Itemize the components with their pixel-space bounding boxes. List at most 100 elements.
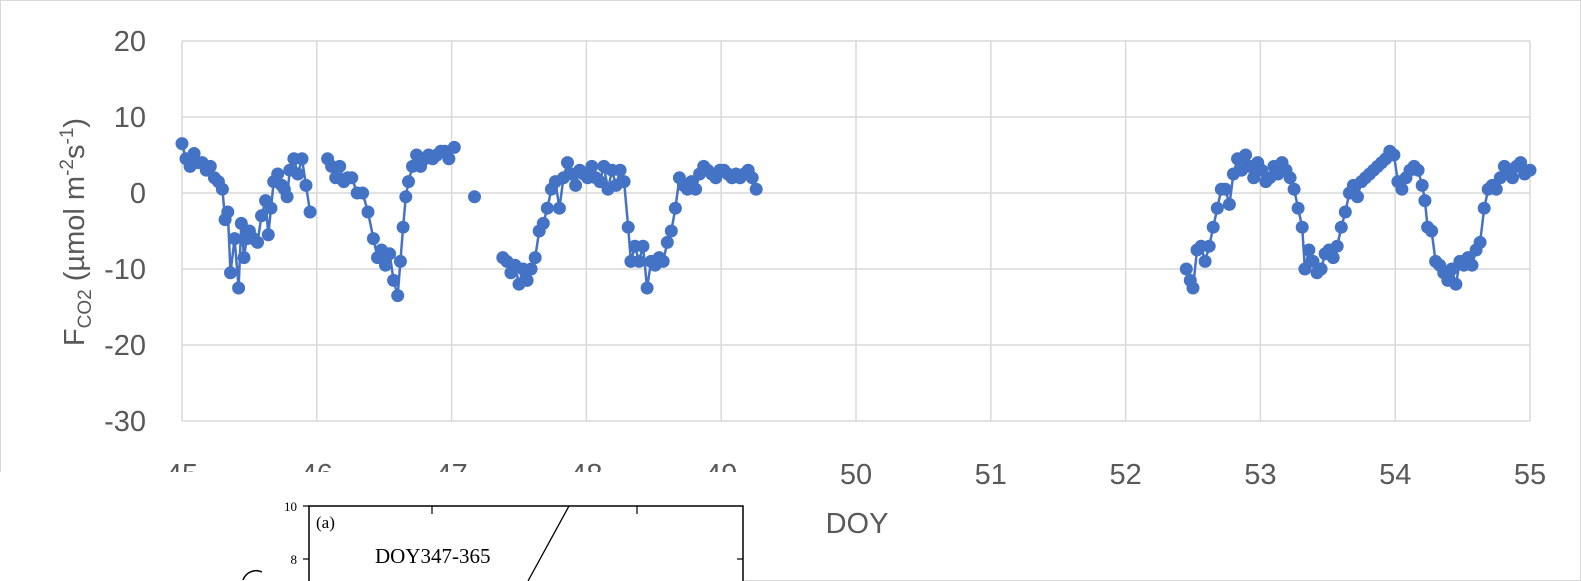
data-point: [664, 224, 678, 238]
data-point: [396, 220, 410, 234]
data-point: [280, 190, 294, 204]
data-point: [1291, 201, 1305, 215]
data-point: [617, 175, 631, 189]
data-point: [1210, 201, 1224, 215]
data-point: [442, 152, 456, 166]
y-tick-label: -10: [104, 254, 146, 286]
data-point: [232, 281, 246, 295]
data-point: [1506, 171, 1519, 185]
data-point: [561, 156, 574, 170]
data-point: [1514, 156, 1528, 170]
y-label-sup2: -1: [57, 128, 78, 145]
y-label-sup1: -2: [57, 159, 78, 176]
data-point: [251, 235, 264, 249]
data-point: [1473, 235, 1487, 249]
data-point: [1387, 148, 1401, 162]
y-tick-label: -20: [104, 330, 146, 362]
data-point: [689, 182, 703, 196]
data-point: [632, 254, 646, 268]
data-point: [299, 178, 313, 192]
data-point: [1523, 163, 1537, 177]
data-point: [303, 205, 317, 219]
data-point: [361, 205, 375, 219]
inset-legend-text: DOY347-365: [375, 544, 491, 568]
data-point: [1395, 182, 1409, 196]
data-point: [383, 247, 397, 261]
data-point: [1415, 178, 1429, 192]
inset-background: [0, 472, 745, 581]
x-tick-label: 51: [975, 459, 1007, 491]
data-point: [524, 262, 538, 276]
data-point: [333, 159, 347, 173]
data-point: [613, 163, 627, 177]
data-point: [1334, 220, 1348, 234]
data-point: [221, 205, 235, 219]
data-point: [660, 235, 674, 249]
data-point: [468, 190, 481, 204]
data-point: [636, 239, 650, 253]
x-tick-label: 54: [1379, 459, 1411, 491]
data-point: [1411, 163, 1425, 177]
data-point: [255, 209, 268, 223]
data-point: [1449, 277, 1463, 291]
x-tick-label: 52: [1109, 459, 1141, 491]
data-point: [402, 175, 415, 189]
data-point: [1351, 190, 1364, 204]
data-point: [1298, 262, 1312, 276]
x-tick-label: 50: [840, 459, 872, 491]
data-point: [536, 216, 550, 230]
inset-ytick-10: 10: [284, 499, 297, 514]
data-point: [264, 201, 278, 215]
data-point: [569, 178, 583, 192]
y-tick-labels: 20 10 0 -10 -20 -30: [104, 26, 146, 438]
data-point: [540, 201, 554, 215]
data-point: [379, 258, 392, 272]
data-point: [528, 251, 542, 265]
data-point: [1202, 239, 1216, 253]
x-tick-label: 55: [1514, 459, 1546, 491]
data-point: [1493, 171, 1507, 185]
data-point: [1283, 171, 1297, 185]
data-point: [1445, 262, 1459, 276]
data-point: [1239, 148, 1253, 162]
x-axis-label: DOY: [826, 508, 889, 540]
inset-ytick-8: 8: [291, 552, 298, 567]
data-point: [1222, 197, 1236, 211]
data-point: [387, 273, 401, 287]
y-tick-label: 10: [114, 102, 146, 134]
data-point: [291, 167, 305, 181]
data-point: [1302, 243, 1316, 257]
data-point: [1330, 239, 1344, 253]
data-point: [175, 137, 189, 151]
data-point: [1295, 220, 1309, 234]
y-label-subscript: CO2: [75, 289, 96, 328]
data-point: [295, 152, 309, 166]
y-tick-label: -30: [104, 406, 146, 438]
data-point: [271, 167, 285, 181]
data-point: [1179, 262, 1193, 276]
y-label-s: s: [59, 145, 91, 160]
data-point: [447, 140, 461, 154]
data-point: [1198, 254, 1212, 268]
x-tick-label: 53: [1244, 459, 1276, 491]
y-tick-label: 20: [114, 26, 146, 58]
series-fco2: [175, 137, 1537, 303]
data-point: [1287, 182, 1301, 196]
data-point: [366, 232, 380, 246]
data-point: [215, 182, 229, 196]
data-point: [1218, 182, 1232, 196]
y-label-mid: (µmol m: [59, 176, 91, 289]
data-point: [745, 171, 759, 185]
data-point: [1186, 281, 1200, 295]
data-point: [234, 216, 248, 230]
data-point: [1338, 205, 1352, 219]
data-point: [399, 190, 413, 204]
data-point: [621, 220, 635, 234]
data-point: [520, 273, 534, 287]
data-point: [585, 159, 599, 173]
data-point: [749, 182, 763, 196]
inset-plot-frame: [308, 505, 744, 581]
y-tick-label: 0: [130, 178, 146, 210]
data-point: [1306, 254, 1320, 268]
